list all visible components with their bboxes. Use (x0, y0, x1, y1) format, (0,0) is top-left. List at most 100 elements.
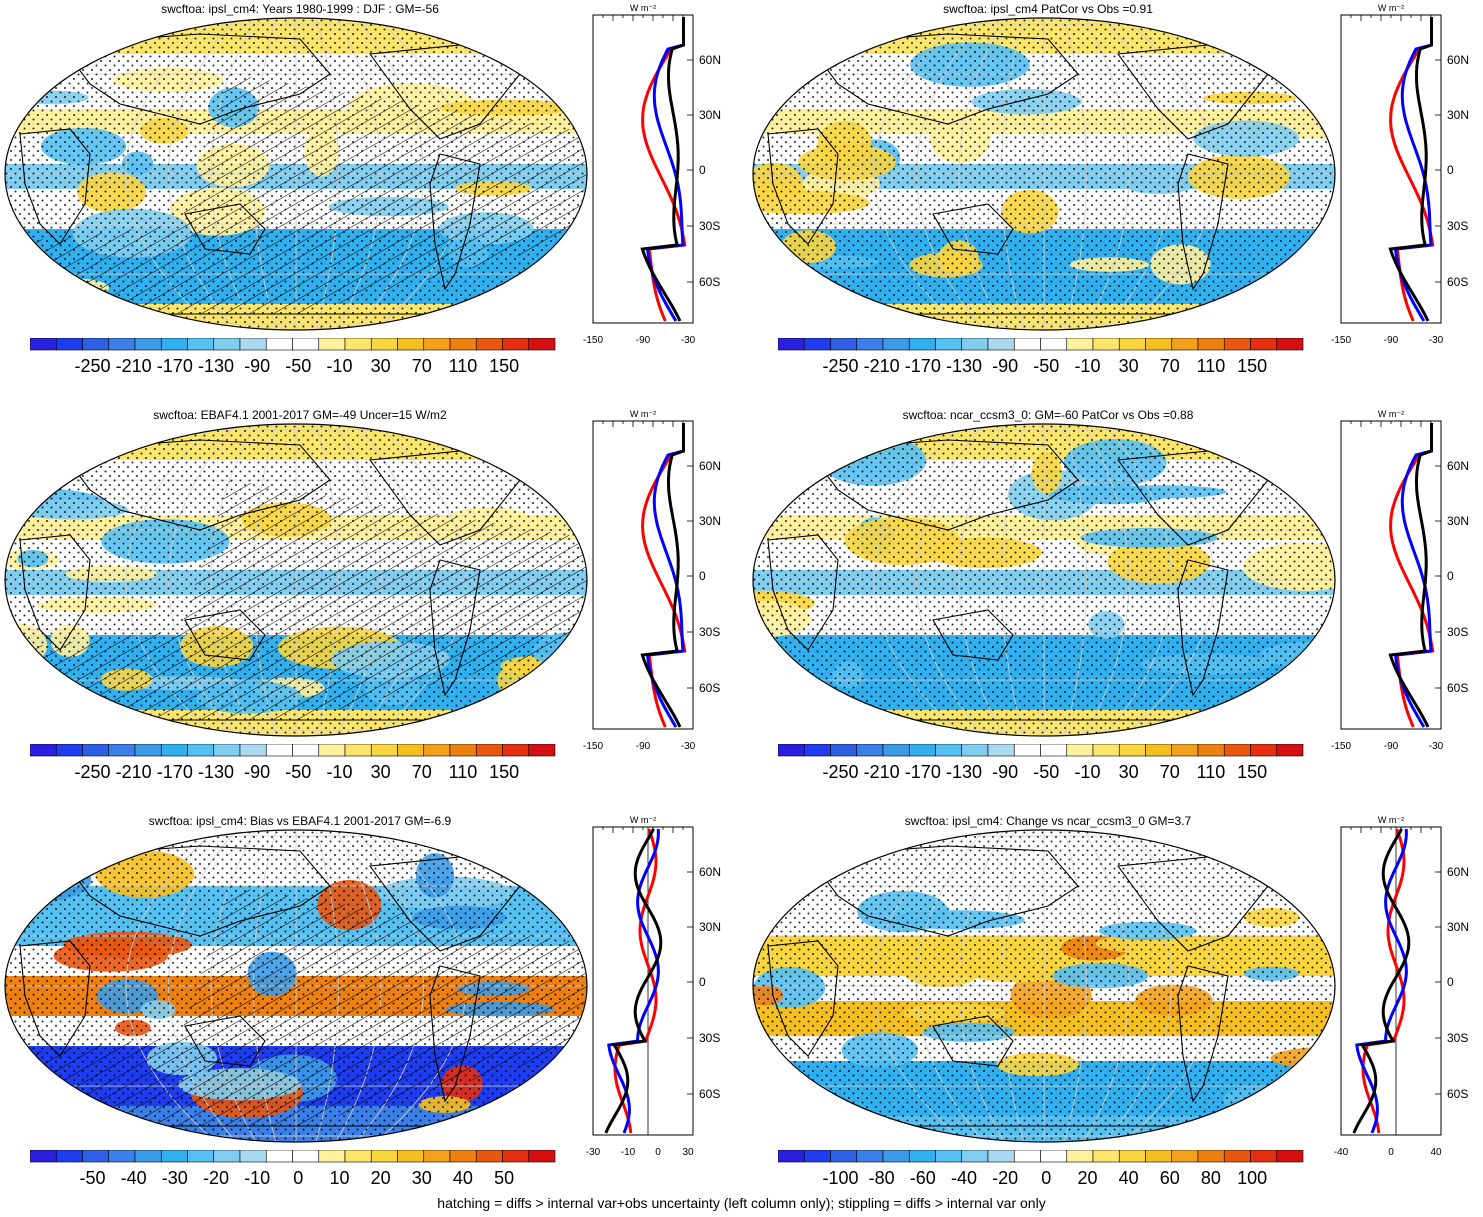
field-blob (514, 270, 553, 298)
colorbar-swatch (502, 744, 530, 757)
colorbar-label: -170 (157, 356, 193, 376)
colorbar-swatch (935, 338, 963, 351)
map-outline (4, 17, 588, 331)
colorbar-swatch (265, 1150, 293, 1163)
profile-lat-label: 60S (1447, 275, 1468, 289)
profile-lat-label: 60S (1447, 681, 1468, 695)
colorbar-swatch (1171, 1150, 1199, 1163)
colorbar-swatch (475, 1150, 503, 1163)
colorbar-swatch (1250, 744, 1278, 757)
colorbar-swatch (344, 338, 372, 351)
colorbar-label: -40 (951, 1168, 977, 1188)
colorbar-label: 80 (1201, 1168, 1221, 1188)
profile-lat-label: 60N (1447, 459, 1469, 473)
colorbar-label: -80 (869, 1168, 895, 1188)
colorbar-swatch (160, 744, 188, 757)
stippling (753, 830, 1335, 1142)
colorbar-label: 100 (1237, 1168, 1267, 1188)
coastline (932, 1015, 1014, 1067)
colorbar-swatch (344, 744, 372, 757)
map (752, 423, 1336, 737)
colorbar-label: -40 (121, 1168, 147, 1188)
profile-lat-label: 30S (1447, 1031, 1468, 1045)
colorbar-label: -210 (864, 762, 900, 782)
colorbar-label: -130 (198, 762, 234, 782)
profile-line (1352, 828, 1411, 1134)
profile-xtick-label: -30 (681, 741, 696, 752)
panel-6: swcftoa: ipsl_cm4: Change vs ncar_ccsm3_… (748, 812, 1483, 1217)
colorbar-swatch (1276, 744, 1304, 757)
colorbar-swatch (502, 338, 530, 351)
colorbar-label: -250 (74, 356, 110, 376)
colorbar-swatch (370, 338, 398, 351)
colorbar-swatch (803, 338, 831, 351)
colorbar-swatch (82, 338, 110, 351)
colorbar-label: -170 (157, 762, 193, 782)
profile-lat-label: 60S (1447, 1087, 1468, 1101)
colorbar-swatch (292, 338, 320, 351)
colorbar-label: -50 (285, 356, 311, 376)
colorbar: -50 -40 -30 -20 -10 0 10 20 30 40 50 (30, 1150, 556, 1188)
profile-line (604, 828, 663, 1134)
coastline (806, 845, 1079, 937)
colorbar-swatch (292, 1150, 320, 1163)
colorbar-label: 110 (449, 356, 478, 376)
colorbar-swatch (882, 1150, 910, 1163)
colorbar-swatch (370, 1150, 398, 1163)
panel-3: swcftoa: EBAF4.1 2001-2017 GM=-49 Uncer=… (0, 406, 741, 811)
colorbar-swatch (856, 338, 884, 351)
colorbar-label: -130 (946, 356, 982, 376)
colorbar-swatch (239, 338, 267, 351)
colorbar-swatch (528, 338, 556, 351)
colorbar-swatch (1013, 338, 1041, 351)
colorbar-swatch (882, 744, 910, 757)
colorbar-swatch (82, 744, 110, 757)
colorbar-label: 150 (1237, 762, 1267, 782)
colorbar-swatch (1171, 338, 1199, 351)
colorbar-swatch (318, 1150, 346, 1163)
colorbar-swatch (187, 338, 215, 351)
footer-note: hatching = diffs > internal var+obs unce… (437, 1195, 1046, 1211)
panel-title: swcftoa: ipsl_cm4: Bias vs EBAF4.1 2001-… (148, 814, 452, 828)
colorbar-swatch (397, 1150, 425, 1163)
colorbar-swatch (1118, 744, 1146, 757)
colorbar-swatch (239, 1150, 267, 1163)
colorbar-label: -10 (326, 356, 352, 376)
colorbar-label: -100 (822, 1168, 858, 1188)
profile-lat-label: 60N (699, 459, 721, 473)
colorbar-label: -10 (1074, 762, 1100, 782)
coastline (19, 534, 91, 651)
profile-line (1388, 17, 1433, 322)
colorbar-label: -50 (79, 1168, 105, 1188)
colorbar-swatch (856, 1150, 884, 1163)
colorbar-swatch (55, 744, 83, 757)
colorbar-swatch (55, 1150, 83, 1163)
profile-unit: W m⁻² (630, 815, 656, 825)
colorbar-label: 40 (453, 1168, 473, 1188)
zonal-profile: W m⁻² 60N 30N 0 30S 60S -150 -90 -30 (1331, 409, 1469, 752)
colorbar-label: 30 (1119, 762, 1139, 782)
colorbar-swatch (1197, 338, 1225, 351)
profile-line (1388, 423, 1433, 728)
panel-1: swcftoa: ipsl_cm4: Years 1980-1999 : DJF… (0, 0, 741, 405)
colorbar-swatch (935, 1150, 963, 1163)
colorbar-label: -210 (116, 356, 152, 376)
profile-lat-label: 30S (699, 219, 720, 233)
profile-lat-label: 60S (699, 275, 720, 289)
colorbar-label: -90 (244, 762, 270, 782)
profile-lat-label: 30N (699, 920, 721, 934)
panel-title: swcftoa: ipsl_cm4: Change vs ncar_ccsm3_… (904, 814, 1192, 828)
profile-xtick-label: 40 (1430, 1147, 1442, 1158)
colorbar-swatch (1013, 1150, 1041, 1163)
coastline (932, 609, 1014, 661)
colorbar-swatch (1013, 744, 1041, 757)
coastline (184, 203, 266, 255)
colorbar-swatch (1223, 338, 1251, 351)
profile-lat-label: 30S (699, 1031, 720, 1045)
profile-xtick-label: 30 (682, 1147, 694, 1158)
colorbar-swatch (30, 744, 57, 757)
profile-xtick-label: 0 (1388, 1147, 1394, 1158)
colorbar-swatch (1276, 1150, 1304, 1163)
colorbar-label: -250 (74, 762, 110, 782)
colorbar-swatch (82, 1150, 110, 1163)
